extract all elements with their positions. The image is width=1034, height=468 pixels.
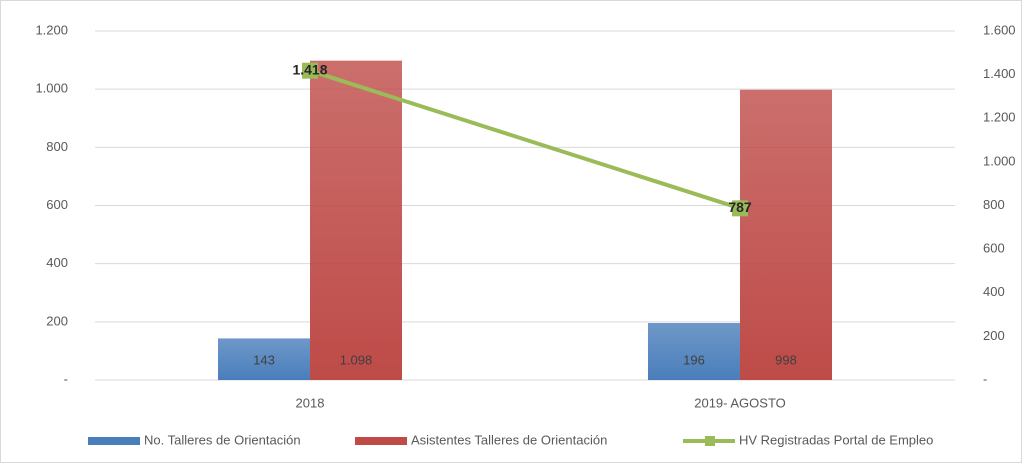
y-tick-label: 600 <box>46 197 68 212</box>
y-tick-label: 1.200 <box>35 22 68 37</box>
y-tick-label: 800 <box>46 139 68 154</box>
y2-tick-label: 1.400 <box>983 66 1016 81</box>
y2-tick-label: 600 <box>983 241 1005 256</box>
y2-tick-label: 800 <box>983 197 1005 212</box>
legend-swatch <box>88 437 140 445</box>
legend-swatch <box>355 437 407 445</box>
bar-value-label: 998 <box>775 352 797 367</box>
y2-tick-label: 1.200 <box>983 110 1016 125</box>
chart-border <box>0 0 1022 463</box>
bar <box>310 60 402 380</box>
y2-tick-label: 200 <box>983 328 1005 343</box>
y2-tick-label: 400 <box>983 284 1005 299</box>
y-tick-label: 200 <box>46 313 68 328</box>
bar <box>740 89 832 380</box>
x-tick-label: 2018 <box>296 395 325 410</box>
bar <box>648 322 740 380</box>
line-value-label: 787 <box>728 199 752 215</box>
y-tick-label: 1.000 <box>35 81 68 96</box>
bar-value-label: 1.098 <box>340 352 373 367</box>
line-marker <box>732 200 748 217</box>
y2-tick-label: - <box>983 371 987 386</box>
x-tick-label: 2019- AGOSTO <box>694 395 786 410</box>
line-marker <box>302 62 318 79</box>
line-value-label: 1.418 <box>292 61 327 77</box>
y-tick-label: 400 <box>46 255 68 270</box>
y2-tick-label: 1.600 <box>983 22 1016 37</box>
legend-marker <box>705 436 715 446</box>
legend-label: No. Talleres de Orientación <box>144 432 301 447</box>
legend-label: HV Registradas Portal de Empleo <box>739 432 933 447</box>
bar-value-label: 143 <box>253 352 275 367</box>
y2-tick-label: 1.000 <box>983 153 1016 168</box>
legend-label: Asistentes Talleres de Orientación <box>411 432 607 447</box>
line <box>309 68 741 211</box>
bar-value-label: 196 <box>683 352 705 367</box>
bar <box>218 338 310 380</box>
y-tick-label: - <box>64 371 68 386</box>
